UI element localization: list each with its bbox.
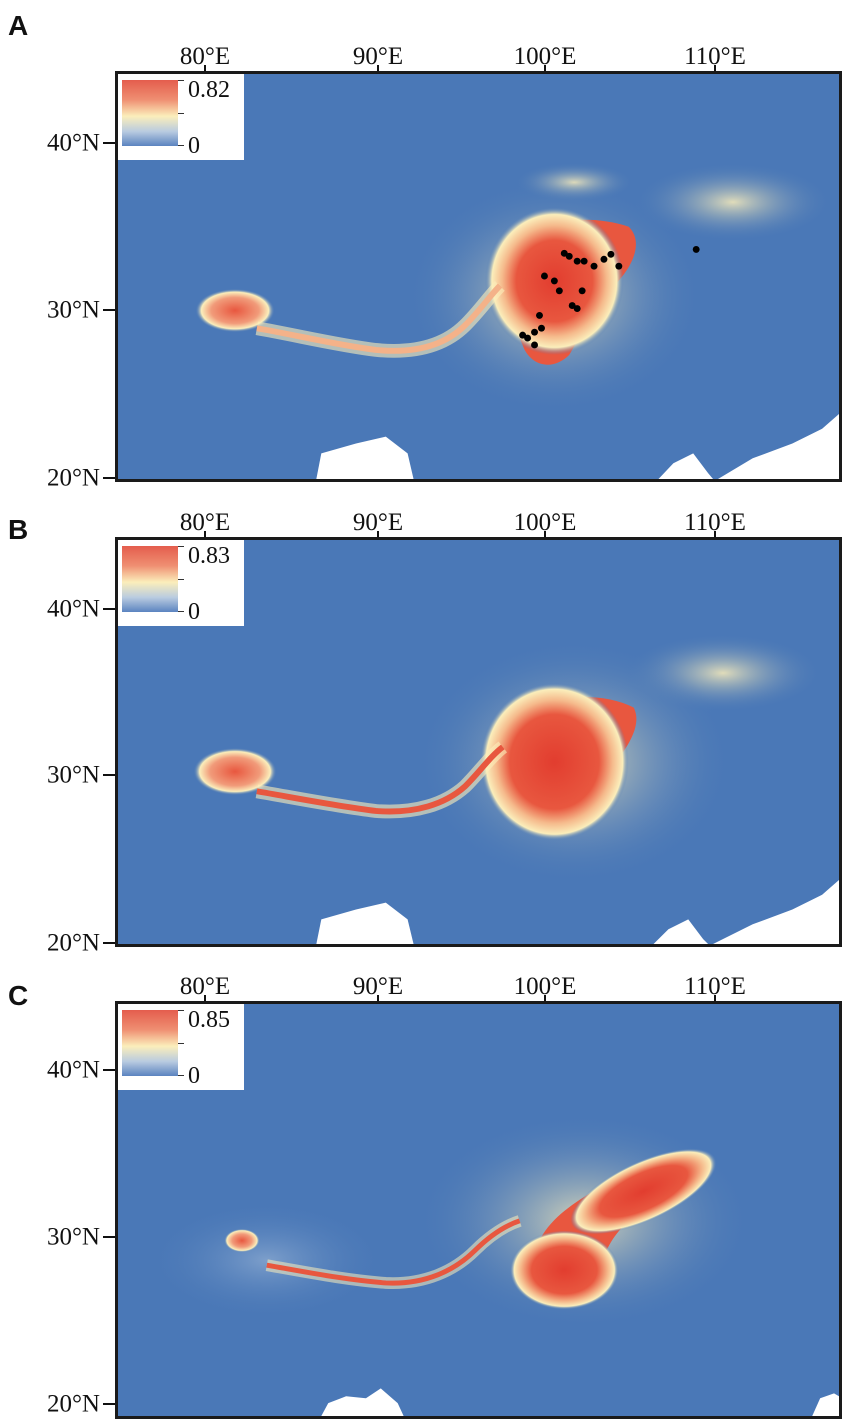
legend-tick xyxy=(178,113,184,114)
himalayan-belt xyxy=(266,1218,521,1286)
legend-colorbar xyxy=(122,80,178,146)
lat-label-30n: 30°N xyxy=(46,296,100,324)
lon-tick xyxy=(544,531,546,539)
lon-tick xyxy=(714,65,716,73)
western-high-patch xyxy=(195,288,275,333)
pale-zone xyxy=(633,162,833,242)
lon-label-80e: 80°E xyxy=(179,509,231,536)
lat-tick xyxy=(103,309,115,311)
western-high-patch xyxy=(193,747,277,796)
lat-tick xyxy=(103,1069,115,1071)
lon-tick xyxy=(204,531,206,539)
masked-land xyxy=(812,1393,839,1416)
masked-land xyxy=(316,436,414,479)
high-suitability-core xyxy=(479,682,629,841)
masked-land xyxy=(658,453,714,479)
lon-label-110e: 110°E xyxy=(684,43,746,70)
legend-min-label: 0 xyxy=(188,133,200,159)
lat-label-20n: 20°N xyxy=(46,1390,100,1418)
legend-tick xyxy=(178,145,184,146)
lat-tick xyxy=(103,142,115,144)
himalayan-belt-halo xyxy=(255,280,505,358)
lon-label-90e: 90°E xyxy=(352,43,404,70)
western-high-patch xyxy=(224,1228,260,1253)
panel-a: A 80°E 90°E 100°E 110°E 40°N 30°N 20°N xyxy=(0,0,854,491)
lat-tick xyxy=(103,1236,115,1238)
masked-land xyxy=(718,413,839,479)
lon-tick xyxy=(544,65,546,73)
legend-tick xyxy=(178,80,184,81)
legend: 0.85 0 xyxy=(118,1004,244,1090)
panel-letter: C xyxy=(8,980,29,1011)
lat-tick xyxy=(103,1403,115,1405)
legend-min-label: 0 xyxy=(188,599,200,625)
map-graphic xyxy=(118,540,839,944)
lat-tick xyxy=(103,942,115,944)
occurrence-points xyxy=(519,245,700,349)
lat-label-30n: 30°N xyxy=(46,761,100,789)
lon-label-80e: 80°E xyxy=(179,973,231,1000)
lat-label-20n: 20°N xyxy=(46,929,100,957)
panel-b: B 80°E 90°E 100°E 110°E 40°N 30°N 20°N xyxy=(0,482,854,956)
lon-tick xyxy=(714,995,716,1003)
lon-label-110e: 110°E xyxy=(684,973,746,1000)
legend-min-label: 0 xyxy=(188,1063,200,1089)
lon-label-90e: 90°E xyxy=(352,509,404,536)
pale-zone xyxy=(147,1201,386,1320)
legend-max-label: 0.82 xyxy=(188,77,230,103)
legend-tick xyxy=(178,579,184,580)
lon-label-80e: 80°E xyxy=(179,43,231,70)
panel-c: C 80°E 90°E 100°E 110°E 40°N 30°N 20°N xyxy=(0,947,854,1425)
lat-label-40n: 40°N xyxy=(46,1056,100,1084)
lon-label-100e: 100°E xyxy=(513,509,577,536)
legend-colorbar xyxy=(122,546,178,612)
lon-tick xyxy=(377,65,379,73)
legend-tick xyxy=(178,1010,184,1011)
masked-land xyxy=(316,902,414,944)
high-suitability-core xyxy=(570,1148,717,1235)
lon-label-90e: 90°E xyxy=(352,973,404,1000)
lon-tick xyxy=(204,995,206,1003)
lat-label-20n: 20°N xyxy=(46,464,100,492)
lat-tick xyxy=(103,774,115,776)
legend: 0.83 0 xyxy=(118,540,244,626)
himalayan-belt xyxy=(256,744,505,815)
suitability-map: 0.82 0 xyxy=(115,71,842,482)
lon-label-110e: 110°E xyxy=(684,509,746,536)
legend: 0.82 0 xyxy=(118,74,244,160)
panel-letter: A xyxy=(8,10,29,41)
lat-label-30n: 30°N xyxy=(46,1223,100,1251)
lon-label-100e: 100°E xyxy=(513,43,577,70)
panel-letter: B xyxy=(8,514,29,545)
lon-tick xyxy=(544,995,546,1003)
legend-tick xyxy=(178,546,184,547)
legend-tick xyxy=(178,1043,184,1044)
lon-tick xyxy=(714,531,716,539)
lat-label-40n: 40°N xyxy=(46,595,100,623)
lon-label-100e: 100°E xyxy=(513,973,577,1000)
high-suitability-core xyxy=(509,1230,619,1310)
lat-tick xyxy=(103,608,115,610)
suitability-map: 0.83 0 xyxy=(115,537,842,947)
legend-colorbar xyxy=(122,1010,178,1076)
legend-max-label: 0.83 xyxy=(188,543,230,569)
lat-label-40n: 40°N xyxy=(46,129,100,157)
legend-tick xyxy=(178,611,184,612)
lat-tick xyxy=(103,477,115,479)
legend-tick xyxy=(178,1075,184,1076)
lon-tick xyxy=(204,65,206,73)
lon-tick xyxy=(377,531,379,539)
legend-max-label: 0.85 xyxy=(188,1007,230,1033)
masked-land xyxy=(321,1388,404,1416)
suitability-map: 0.85 0 xyxy=(115,1001,842,1419)
masked-land xyxy=(653,919,709,944)
lon-tick xyxy=(377,995,379,1003)
masked-land xyxy=(713,879,839,944)
